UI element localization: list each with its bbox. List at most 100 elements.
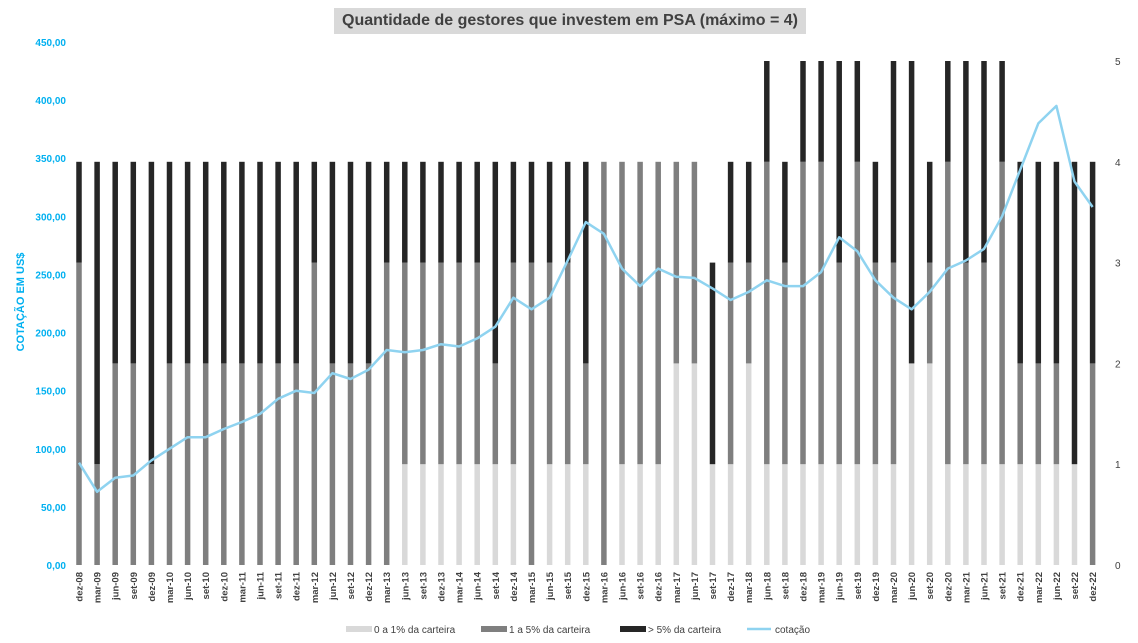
bar-segment <box>130 363 137 565</box>
bar-segment <box>510 262 517 465</box>
bar-segment <box>420 262 426 465</box>
bar-segment <box>365 161 372 364</box>
bar-segment <box>709 262 716 465</box>
bar-segment <box>782 464 788 565</box>
y-right-tick-label: 3 <box>1115 259 1121 270</box>
x-tick-label: mar-16 <box>599 572 610 603</box>
bar-segment <box>818 464 824 565</box>
bar-segment <box>1017 464 1023 565</box>
x-tick-label: dez-21 <box>1016 571 1027 601</box>
y-right-tick-label: 4 <box>1115 158 1121 169</box>
bar-segment <box>1017 363 1023 465</box>
bar-segment <box>130 161 137 364</box>
chart-title: Quantidade de gestores que investem em P… <box>334 8 806 34</box>
bar-segment <box>583 161 589 364</box>
bar-segment <box>492 363 499 465</box>
bar-segment <box>691 363 698 565</box>
bar-segment <box>76 161 82 263</box>
y-left-tick-label: 150,00 <box>35 387 66 398</box>
y-left-tick-label: 350,00 <box>35 154 66 165</box>
bar-segment <box>402 464 408 565</box>
bar-segment <box>1035 161 1042 364</box>
bar-segment <box>782 262 788 465</box>
bar-segment <box>257 161 263 364</box>
bar-segment <box>365 363 372 565</box>
bar-segment <box>926 161 933 263</box>
bar-segment <box>981 464 987 565</box>
x-tick-label: mar-10 <box>165 572 176 603</box>
bar-segment <box>854 61 861 162</box>
x-tick-label: mar-22 <box>1034 572 1045 603</box>
x-tick-label: jun-21 <box>980 571 991 601</box>
x-tick-label: set-18 <box>780 572 791 599</box>
bar-segment <box>94 161 100 465</box>
x-tick-label: dez-11 <box>292 571 303 601</box>
x-tick-label: mar-13 <box>382 572 393 603</box>
y-right-tick-label: 5 <box>1115 57 1121 68</box>
x-tick-label: mar-11 <box>237 571 248 602</box>
bar-segment <box>438 262 444 465</box>
x-tick-label: dez-20 <box>943 572 954 602</box>
bar-segment <box>583 464 589 565</box>
x-tick-label: set-21 <box>998 571 1009 599</box>
x-tick-label: mar-18 <box>744 572 755 603</box>
bar-segment <box>510 161 517 263</box>
bar-segment <box>890 464 897 565</box>
bar-segment <box>818 161 824 465</box>
bar-segment <box>564 464 571 565</box>
x-tick-label: jun-15 <box>545 571 556 601</box>
bar-segment <box>221 161 227 364</box>
bar-segment <box>836 61 842 263</box>
bar-segment <box>637 464 643 565</box>
bar-segment <box>293 363 299 565</box>
legend-label: cotação <box>775 625 810 636</box>
bar-segment <box>963 464 969 565</box>
x-tick-label: jun-16 <box>618 572 629 601</box>
bar-segment <box>945 161 951 465</box>
x-tick-label: mar-15 <box>527 571 538 603</box>
y-right-tick-label: 0 <box>1115 561 1121 572</box>
y-left-tick-label: 200,00 <box>35 329 66 340</box>
bar-segment <box>926 262 933 364</box>
bar-segment <box>402 161 408 263</box>
bar-segment <box>474 161 480 263</box>
x-tick-label: mar-17 <box>672 572 683 603</box>
x-tick-label: set-12 <box>346 572 357 599</box>
bar-segment <box>673 161 680 364</box>
x-tick-label: jun-10 <box>183 572 194 601</box>
bar-segment <box>963 61 969 263</box>
x-tick-label: set-13 <box>418 572 429 599</box>
bar-segment <box>963 262 969 465</box>
x-tick-label: mar-19 <box>817 572 828 603</box>
bar-segment <box>1053 363 1060 465</box>
bar-segment <box>202 363 209 565</box>
x-tick-label: dez-14 <box>509 571 520 601</box>
bar-segment <box>872 161 879 263</box>
bar-segment <box>275 363 281 565</box>
bar-segment <box>528 161 535 263</box>
x-tick-label: jun-12 <box>328 572 339 601</box>
bar-segment <box>492 464 499 565</box>
bar-segment <box>456 464 462 565</box>
bar-segment <box>456 262 462 465</box>
bar-segment <box>257 363 263 565</box>
bar-segment <box>709 464 716 565</box>
bar-segment <box>94 464 100 565</box>
bar-segment <box>637 161 643 465</box>
y-right-tick-label: 2 <box>1115 359 1121 370</box>
bar-segment <box>583 363 589 465</box>
x-tick-label: dez-22 <box>1088 572 1099 602</box>
x-tick-label: jun-13 <box>400 572 411 601</box>
x-tick-label: set-20 <box>925 572 936 599</box>
bar-segment <box>546 464 553 565</box>
bar-segment <box>112 161 118 364</box>
x-tick-label: jun-18 <box>762 572 773 601</box>
bar-segment <box>184 161 191 364</box>
legend: 0 a 1% da carteira 1 a 5% da carteira > 5%… <box>346 625 810 636</box>
x-tick-label: set-19 <box>853 572 864 599</box>
bar-segment <box>745 161 752 263</box>
x-tick-label: set-10 <box>201 572 212 599</box>
y-right-tick-label: 1 <box>1115 460 1121 471</box>
legend-label: 0 a 1% da carteira <box>374 625 456 636</box>
